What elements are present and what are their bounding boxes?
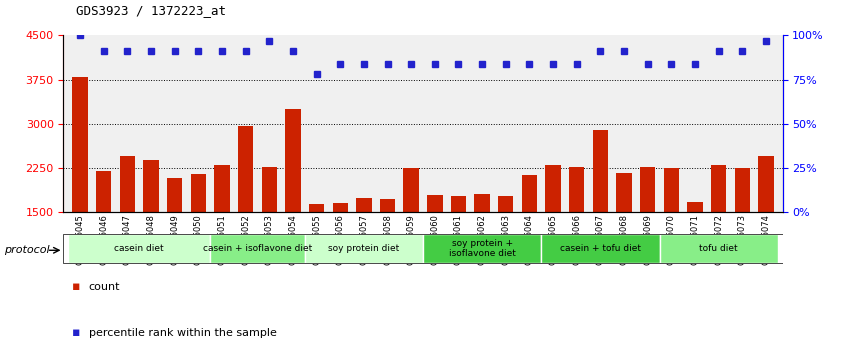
Bar (498, 196, 514, 301)
Bar (380, 199, 395, 301)
Bar (734, 168, 750, 301)
Bar (332, 203, 348, 301)
Bar (758, 156, 774, 301)
Bar (522, 175, 537, 301)
Bar (72, 77, 88, 301)
Bar (309, 204, 324, 301)
Bar (404, 168, 419, 301)
Bar (640, 167, 656, 301)
Bar (546, 165, 561, 301)
Text: count: count (89, 282, 120, 292)
Bar (427, 195, 442, 301)
Bar (541, 234, 660, 263)
Bar (305, 234, 423, 263)
Bar (593, 130, 608, 301)
Bar (617, 173, 632, 301)
Bar (660, 234, 777, 263)
Bar (167, 178, 183, 301)
Text: casein diet: casein diet (114, 244, 164, 253)
Bar (687, 202, 703, 301)
Bar (663, 167, 679, 301)
Text: ▪: ▪ (72, 326, 80, 339)
Text: tofu diet: tofu diet (700, 244, 738, 253)
Bar (423, 234, 541, 263)
Bar (190, 174, 206, 301)
Text: casein + tofu diet: casein + tofu diet (560, 244, 641, 253)
Bar (261, 167, 277, 301)
Text: casein + isoflavone diet: casein + isoflavone diet (203, 244, 312, 253)
Bar (143, 160, 159, 301)
Text: GDS3923 / 1372223_at: GDS3923 / 1372223_at (76, 4, 226, 17)
Text: ▪: ▪ (72, 280, 80, 293)
Text: protocol: protocol (4, 245, 50, 255)
Text: soy protein +
isoflavone diet: soy protein + isoflavone diet (448, 239, 515, 258)
Bar (711, 165, 727, 301)
Bar (356, 198, 371, 301)
Text: percentile rank within the sample: percentile rank within the sample (89, 328, 277, 338)
Bar (569, 167, 585, 301)
Bar (119, 156, 135, 301)
Bar (285, 109, 300, 301)
Bar (451, 196, 466, 301)
Bar (96, 171, 112, 301)
Bar (475, 194, 490, 301)
Bar (214, 165, 229, 301)
Bar (210, 234, 305, 263)
Text: soy protein diet: soy protein diet (328, 244, 399, 253)
Bar (69, 234, 210, 263)
Bar (238, 126, 253, 301)
